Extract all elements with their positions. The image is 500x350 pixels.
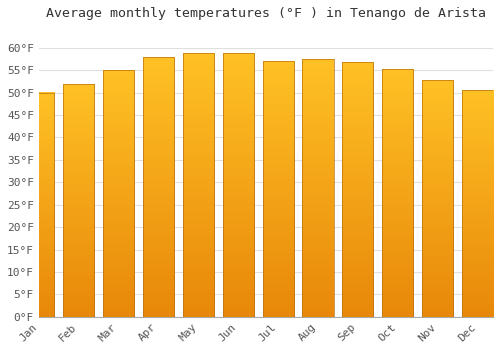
Bar (462, 90, 493, 317)
Bar (143, 57, 174, 317)
Bar (422, 80, 453, 317)
Bar (103, 70, 134, 317)
Bar (24, 92, 54, 317)
Bar (183, 53, 214, 317)
Bar (342, 62, 374, 317)
Bar (63, 84, 94, 317)
Bar (222, 53, 254, 317)
Bar (262, 61, 294, 317)
Bar (302, 60, 334, 317)
Bar (382, 69, 414, 317)
Title: Average monthly temperatures (°F ) in Tenango de Arista: Average monthly temperatures (°F ) in Te… (46, 7, 486, 20)
